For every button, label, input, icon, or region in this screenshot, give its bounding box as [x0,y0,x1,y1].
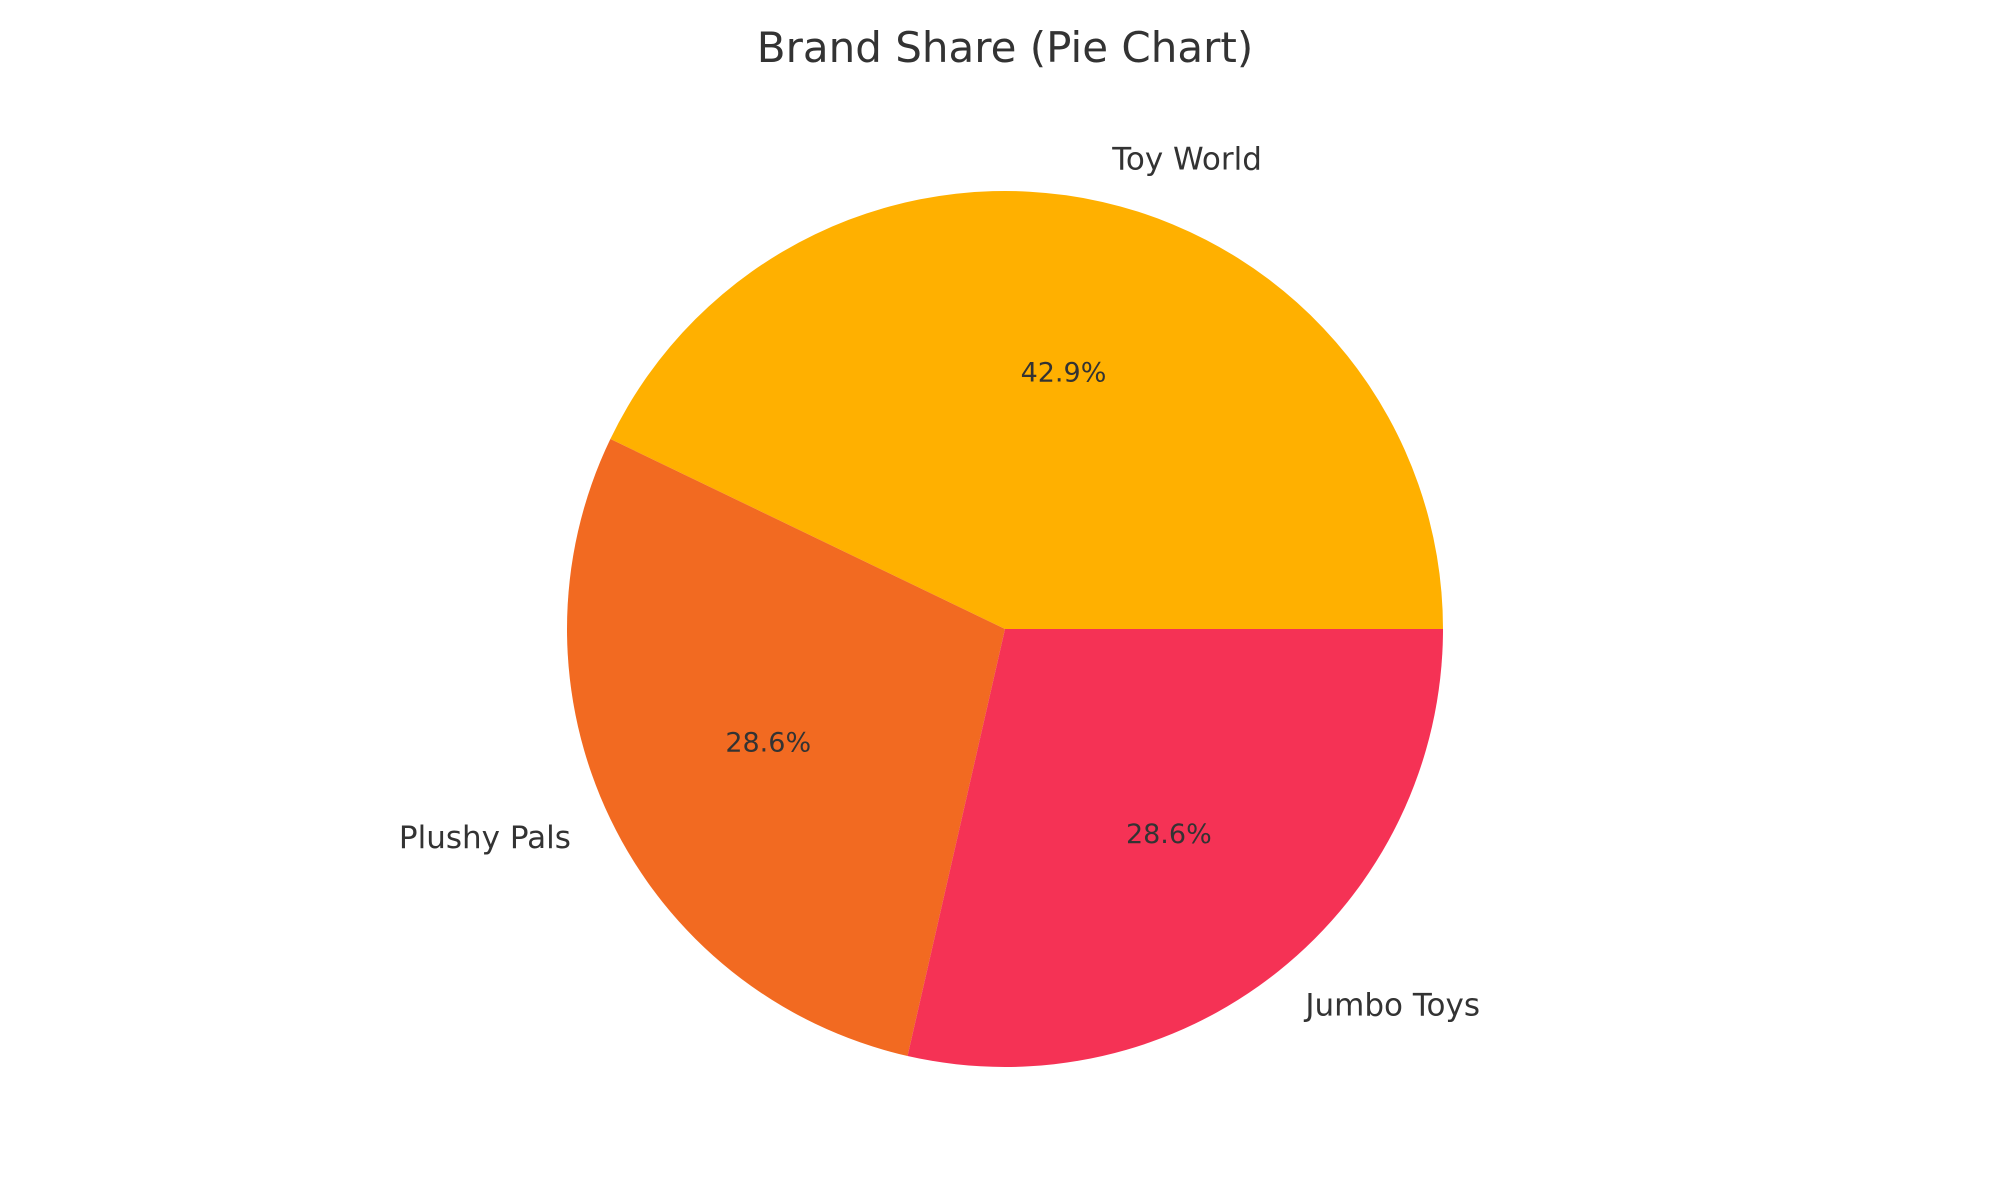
pie-slice-plushy-pals [566,438,1005,1057]
percent-label: 42.9% [1021,357,1107,388]
pie-slice-jumbo-toys [907,629,1443,1067]
pie-slices [566,191,1443,1067]
percent-label: 28.6% [1126,819,1212,850]
slice-label: Plushy Pals [399,820,571,856]
pie-labels: Toy World 42.9% Plushy Pals 28.6% Jumbo Toys… [399,141,1480,1023]
pie-slice-toy-world [610,191,1443,629]
slice-label: Toy World [1111,141,1262,177]
chart-title: Brand Share (Pie Chart) [757,23,1253,72]
slice-label: Jumbo Toys [1303,988,1480,1024]
percent-label: 28.6% [725,728,811,759]
